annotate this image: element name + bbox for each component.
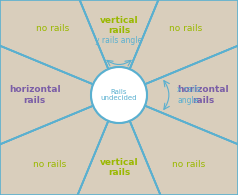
Polygon shape [78, 121, 160, 195]
Text: no rails: no rails [36, 24, 69, 33]
Polygon shape [145, 46, 238, 144]
Polygon shape [130, 106, 238, 195]
Text: x rails
angle: x rails angle [177, 85, 200, 105]
Polygon shape [80, 0, 158, 69]
Polygon shape [130, 106, 238, 195]
Polygon shape [0, 46, 93, 144]
Polygon shape [0, 46, 93, 144]
Text: no rails: no rails [169, 24, 202, 33]
Text: vertical
rails: vertical rails [100, 158, 138, 177]
Polygon shape [0, 0, 108, 84]
Text: no rails: no rails [172, 160, 205, 169]
Polygon shape [0, 106, 108, 195]
Polygon shape [80, 0, 158, 69]
Polygon shape [130, 0, 238, 84]
Text: horizontal
rails: horizontal rails [9, 85, 60, 105]
Text: no rails: no rails [33, 160, 66, 169]
Polygon shape [0, 0, 108, 84]
Text: y rails angle: y rails angle [95, 36, 143, 45]
Polygon shape [130, 0, 238, 84]
Circle shape [91, 67, 147, 123]
Polygon shape [0, 106, 108, 195]
Text: Rails
undecided: Rails undecided [101, 89, 137, 102]
Polygon shape [145, 46, 238, 144]
Polygon shape [78, 121, 160, 195]
Text: horizontal
rails: horizontal rails [178, 85, 229, 105]
Text: vertical
rails: vertical rails [100, 16, 138, 35]
